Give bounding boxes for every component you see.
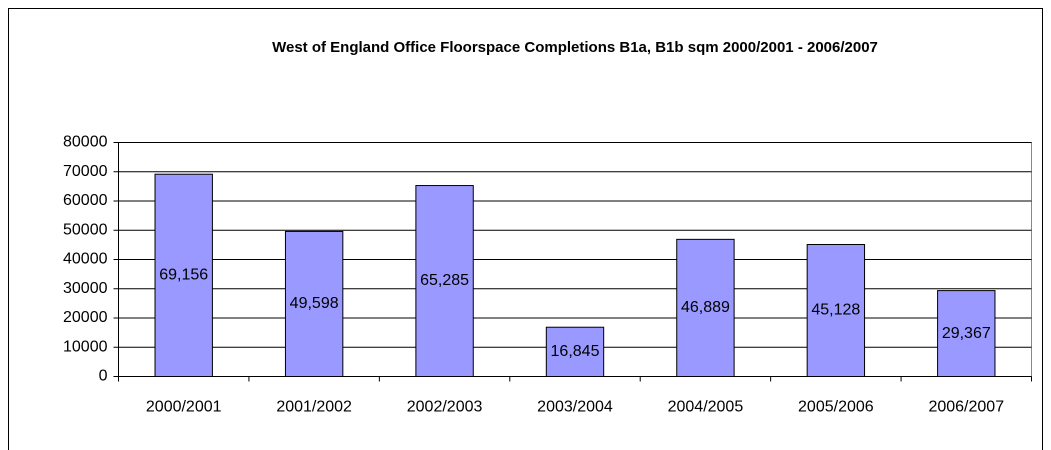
bar xyxy=(937,290,996,378)
y-tick-label: 10000 xyxy=(63,338,108,355)
y-tick-label: 30000 xyxy=(63,280,108,297)
chart-frame xyxy=(8,8,1043,450)
x-tick-label: 2006/2007 xyxy=(928,399,1004,416)
y-tick-label: 50000 xyxy=(63,221,108,238)
bar xyxy=(284,230,344,377)
x-tick-label: 2003/2004 xyxy=(537,399,613,416)
data-label: 16,845 xyxy=(551,343,600,360)
y-tick-label: 40000 xyxy=(63,251,108,268)
x-tick-label: 2000/2001 xyxy=(146,399,222,416)
bar xyxy=(806,244,866,377)
data-label: 69,156 xyxy=(159,267,208,284)
data-label: 65,285 xyxy=(420,272,469,289)
y-tick-label: 20000 xyxy=(63,309,108,326)
bar xyxy=(154,173,213,377)
data-label: 45,128 xyxy=(811,302,860,319)
chart-title: West of England Office Floorspace Comple… xyxy=(272,39,878,56)
x-tick-label: 2004/2005 xyxy=(668,399,744,416)
y-tick-label: 0 xyxy=(99,368,108,385)
bar xyxy=(676,238,735,377)
y-tick-label: 70000 xyxy=(63,163,108,180)
data-label: 49,598 xyxy=(290,295,339,312)
bar xyxy=(415,185,474,377)
y-tick-label: 80000 xyxy=(63,134,108,151)
x-tick-label: 2001/2002 xyxy=(276,399,352,416)
x-tick-label: 2005/2006 xyxy=(798,399,874,416)
data-label: 46,889 xyxy=(681,299,730,316)
y-tick-label: 60000 xyxy=(63,192,108,209)
bar xyxy=(545,326,605,377)
x-tick-label: 2002/2003 xyxy=(407,399,483,416)
data-label: 29,367 xyxy=(942,325,991,342)
